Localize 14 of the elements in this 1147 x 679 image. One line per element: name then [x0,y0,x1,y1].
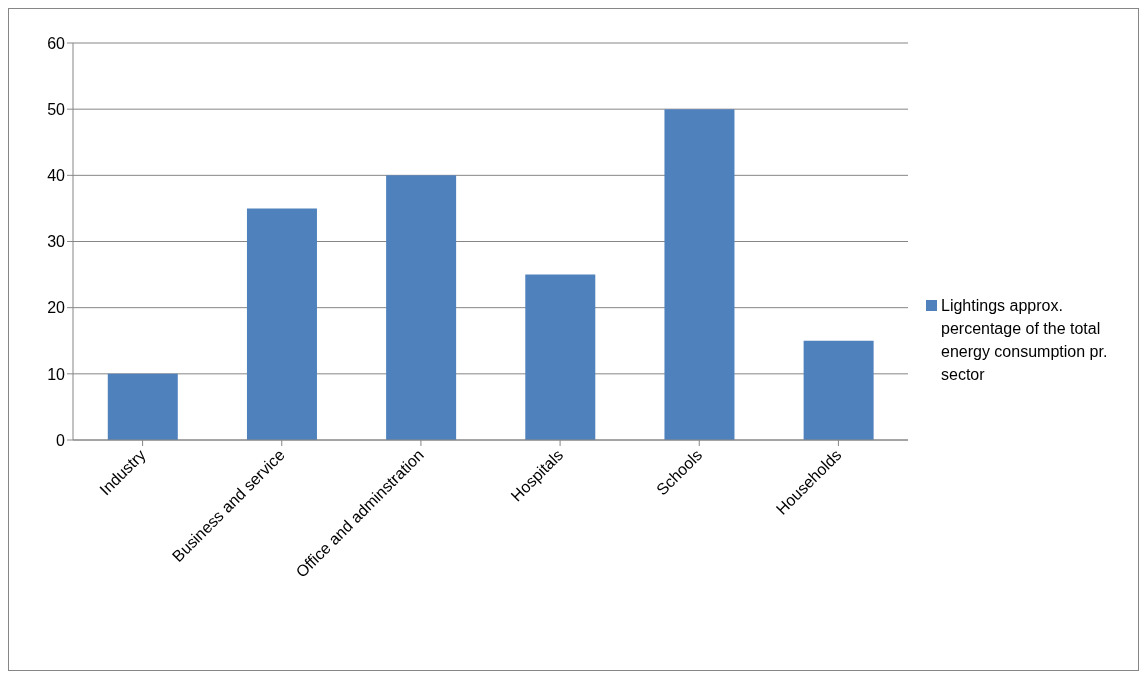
y-tick-label: 0 [56,431,66,449]
y-tick-label: 20 [47,299,66,317]
legend-label: Lightings approx. percentage of the total energy consumption pr. sector [941,295,1109,385]
y-tick-label: 50 [47,100,66,118]
bar [525,274,596,440]
y-tick-label: 10 [47,365,66,383]
y-tick-label: 30 [47,233,66,251]
bar [386,175,457,440]
bar [803,340,874,440]
y-tick-label: 60 [47,34,66,52]
bar [107,373,178,440]
bar [664,109,735,440]
bar [246,208,317,440]
y-tick-label: 40 [47,167,66,185]
